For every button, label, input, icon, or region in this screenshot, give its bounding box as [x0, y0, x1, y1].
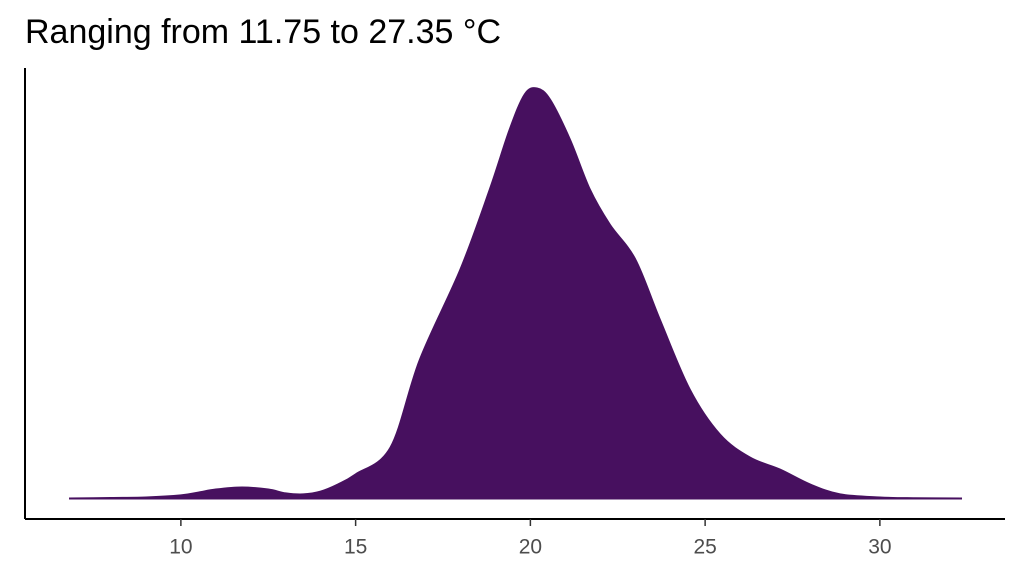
x-tick-label: 15	[344, 536, 367, 559]
density-area	[69, 87, 963, 500]
x-tick-label: 30	[868, 536, 891, 559]
chart-title: Ranging from 11.75 to 27.35 °C	[25, 13, 501, 51]
x-tick-label: 10	[169, 536, 192, 559]
x-tick-label: 20	[519, 536, 542, 559]
x-tick-label: 25	[693, 536, 716, 559]
